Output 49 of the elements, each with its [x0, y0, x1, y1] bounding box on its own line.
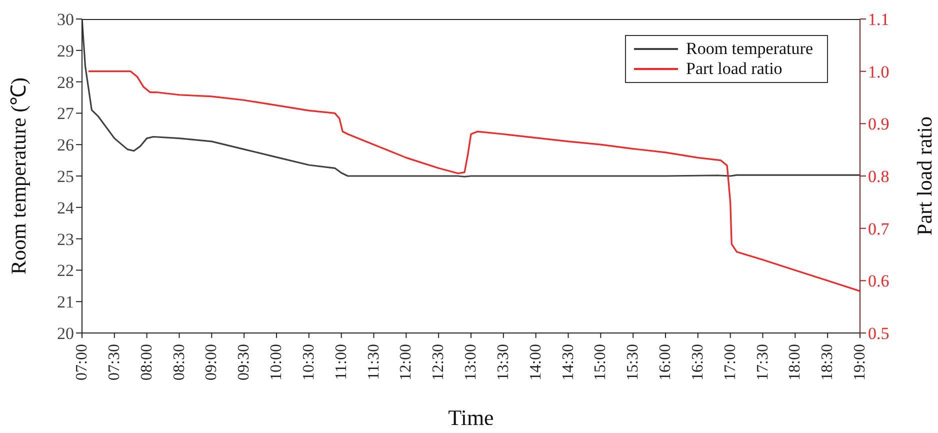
- x-tick-label: 17:00: [722, 344, 739, 380]
- x-tick-label: 07:00: [74, 344, 90, 380]
- y-tick-label: 23: [57, 230, 74, 249]
- x-tick-label: 08:00: [138, 344, 156, 380]
- y2-tick-label: 1.0: [868, 62, 890, 82]
- y-tick-label: 25: [57, 167, 74, 186]
- x-tick-label: 13:30: [494, 344, 512, 380]
- x-tick-label: 15:00: [592, 344, 610, 380]
- line-series: [82, 19, 860, 178]
- x-tick-label: 16:30: [689, 344, 706, 380]
- y-tick-label: 29: [57, 41, 74, 60]
- x-tick-label: 09:00: [203, 344, 220, 380]
- x-tick-label: 10:00: [268, 344, 285, 380]
- x-tick-label: 11:00: [332, 344, 350, 380]
- y2-tick-label: 0.5: [868, 324, 890, 344]
- x-tick-label: 13:00: [462, 344, 480, 380]
- x-tick-label: 16:00: [657, 344, 674, 380]
- y-axis-title: Room temperature (℃): [6, 77, 30, 275]
- x-tick-label: 12:00: [398, 344, 415, 380]
- x-tick-label: 14:30: [560, 344, 577, 380]
- y-tick-label: 30: [57, 10, 74, 30]
- x-tick-label: 19:00: [852, 344, 868, 380]
- x-axis-title: Time: [448, 405, 494, 430]
- x-tick-label: 08:30: [170, 344, 188, 380]
- x-tick-label: 12:30: [430, 344, 448, 380]
- x-tick-label: 14:00: [527, 344, 544, 380]
- y-tick-label: 27: [57, 104, 74, 124]
- legend-label: Part load ratio: [686, 59, 782, 79]
- x-tick-label: 18:00: [786, 344, 804, 380]
- x-tick-label: 11:30: [365, 344, 382, 380]
- y2-axis-title: Part load ratio: [912, 116, 936, 236]
- x-tick-label: 09:30: [236, 344, 253, 380]
- x-tick-label: 17:30: [754, 344, 772, 380]
- legend-label: Room temperature: [686, 39, 813, 59]
- x-tick-label: 10:30: [300, 344, 318, 380]
- y2-tick-label: 1.1: [868, 10, 890, 30]
- y2-tick-label: 0.6: [868, 272, 890, 291]
- x-tick-label: 18:30: [819, 344, 836, 380]
- y-tick-label: 20: [57, 324, 74, 344]
- y2-tick-label: 0.8: [868, 167, 890, 186]
- y-tick-label: 22: [57, 261, 74, 280]
- y-tick-label: 24: [57, 198, 74, 218]
- y-tick-label: 28: [57, 72, 74, 92]
- x-tick-label: 07:30: [106, 344, 123, 380]
- y2-tick-label: 0.9: [868, 114, 890, 134]
- y2-tick-label: 0.7: [868, 219, 890, 238]
- y-tick-label: 26: [57, 136, 74, 155]
- x-tick-label: 15:30: [624, 344, 642, 380]
- y-tick-label: 21: [57, 292, 74, 312]
